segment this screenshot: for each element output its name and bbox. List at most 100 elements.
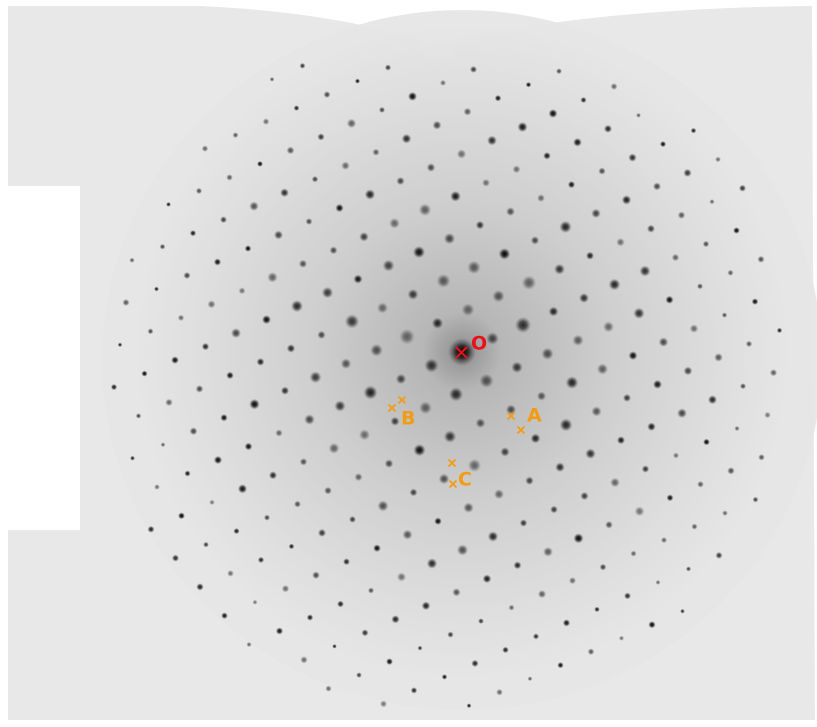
- spot: [528, 676, 533, 681]
- spot: [166, 202, 171, 207]
- spot: [579, 293, 589, 303]
- spot: [630, 551, 636, 557]
- spot: [433, 121, 442, 130]
- spot: [483, 574, 492, 583]
- spot: [740, 383, 746, 389]
- spot: [365, 189, 376, 200]
- spot: [136, 413, 142, 419]
- spot: [610, 478, 620, 488]
- spot: [325, 685, 331, 691]
- spot: [385, 459, 394, 468]
- spot: [318, 529, 326, 537]
- spot: [733, 227, 740, 234]
- spot: [148, 526, 155, 533]
- spot: [196, 385, 204, 393]
- spot: [531, 236, 540, 245]
- spot: [330, 246, 338, 254]
- spot: [624, 592, 631, 599]
- spot: [427, 558, 438, 569]
- spot: [220, 414, 227, 421]
- spot: [591, 406, 601, 416]
- spot: [647, 422, 656, 431]
- spot: [597, 363, 608, 374]
- spot: [656, 580, 661, 585]
- spot: [500, 447, 510, 457]
- spot: [386, 658, 393, 665]
- spot: [600, 564, 607, 571]
- spot: [245, 443, 253, 451]
- spot: [269, 471, 277, 479]
- spot: [727, 467, 735, 475]
- spot: [287, 344, 296, 353]
- spot: [148, 328, 154, 334]
- spot: [368, 587, 374, 593]
- spot: [633, 308, 644, 319]
- spot: [300, 63, 306, 69]
- spot: [263, 118, 270, 125]
- spot: [550, 506, 558, 514]
- spot: [697, 283, 703, 289]
- spot: [580, 97, 586, 103]
- spot: [379, 107, 385, 113]
- spot: [341, 358, 352, 369]
- spot: [299, 260, 307, 268]
- spot: [554, 264, 565, 275]
- spot: [478, 618, 484, 624]
- spot: [413, 246, 425, 258]
- spot: [246, 642, 251, 647]
- spot: [722, 312, 728, 318]
- spot: [591, 209, 601, 219]
- spot: [566, 376, 579, 389]
- spot: [604, 125, 612, 133]
- spot: [221, 612, 228, 619]
- spot: [617, 436, 625, 444]
- spot: [586, 252, 594, 260]
- spot: [257, 358, 265, 366]
- spot: [629, 351, 638, 360]
- spot: [307, 614, 314, 621]
- spot: [341, 161, 350, 170]
- spot: [220, 216, 227, 223]
- spot: [424, 358, 438, 372]
- spot: [141, 371, 147, 377]
- spot: [722, 510, 728, 516]
- spot: [526, 82, 532, 88]
- spot: [432, 318, 443, 329]
- spot: [427, 163, 436, 172]
- spot: [257, 161, 263, 167]
- spot: [636, 113, 641, 118]
- spot: [227, 570, 234, 577]
- spot: [349, 516, 356, 523]
- spot: [161, 442, 166, 447]
- spot: [734, 426, 739, 431]
- label-c: C: [458, 469, 472, 491]
- page: {"markers": [{"label": "O"}, {"label": "…: [0, 0, 817, 727]
- spot: [249, 201, 259, 211]
- spot: [647, 225, 655, 233]
- spot: [347, 119, 357, 129]
- spot: [506, 207, 515, 216]
- spot: [457, 544, 468, 555]
- spot: [356, 672, 362, 678]
- spot: [639, 265, 650, 276]
- spot: [183, 272, 190, 279]
- spot: [287, 146, 295, 154]
- spot: [281, 387, 289, 395]
- spot: [714, 353, 723, 362]
- diffraction-image: O A B C: [0, 0, 817, 727]
- spot: [437, 274, 451, 288]
- spot: [258, 557, 264, 563]
- spot: [300, 458, 308, 466]
- spot: [777, 328, 783, 334]
- spot: [419, 401, 432, 414]
- spot: [488, 531, 499, 542]
- spot: [245, 245, 252, 252]
- spot: [111, 384, 117, 390]
- spot: [419, 204, 432, 217]
- spot: [233, 132, 239, 138]
- spot: [289, 544, 295, 550]
- spot: [661, 537, 667, 543]
- spot: [555, 462, 565, 472]
- spot: [264, 515, 270, 521]
- spot: [353, 275, 362, 284]
